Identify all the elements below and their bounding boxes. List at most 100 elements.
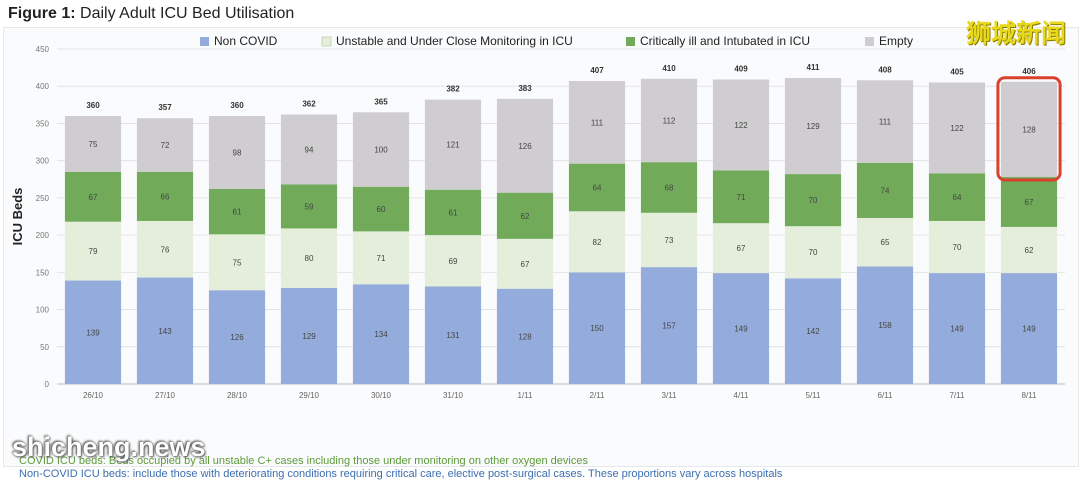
bar-segment	[568, 211, 626, 273]
bar-segment	[928, 173, 986, 221]
bar-segment	[856, 266, 914, 384]
icu-bed-chart: 0 50 100 150 200 250 300 350 400 450 ICU Beds 139 79…	[10, 34, 1065, 400]
x-tick-label: 5/11	[806, 391, 822, 400]
y-tick-label: 300	[36, 157, 50, 166]
figure-label: Figure 1:	[8, 5, 76, 22]
bar-segment	[712, 79, 770, 171]
data-label: 100	[374, 146, 388, 155]
data-label: 70	[809, 248, 818, 257]
y-tick-label: 450	[36, 45, 50, 54]
bar-segment	[640, 78, 698, 163]
note-non-covid-beds: Non-COVID ICU beds: include those with d…	[19, 468, 783, 480]
bar-segment	[136, 277, 194, 384]
data-label: 149	[734, 325, 748, 334]
bar-segment	[1000, 177, 1058, 227]
data-label: 65	[881, 238, 890, 247]
data-label: 75	[233, 258, 242, 267]
bar-segment	[928, 220, 986, 274]
legend-label: Unstable and Under Close Monitoring in I…	[336, 34, 573, 48]
data-label: 74	[881, 186, 890, 195]
bar-segment	[64, 280, 122, 384]
data-label: 143	[158, 327, 172, 336]
bar-segment	[856, 80, 914, 163]
chart-panel: 0 50 100 150 200 250 300 350 400 450 ICU Beds 139 79…	[3, 27, 1079, 480]
data-label: 111	[591, 118, 604, 127]
bar-segment	[784, 226, 842, 279]
bar-segment	[208, 234, 266, 291]
data-label: 149	[1022, 325, 1036, 334]
y-axis-title: ICU Beds	[10, 188, 25, 246]
total-label: 408	[878, 65, 892, 74]
watermark-site: shicheng.news	[12, 432, 206, 462]
y-tick-label: 350	[36, 119, 50, 128]
y-tick-label: 50	[40, 343, 49, 352]
bar-segment	[928, 273, 986, 384]
data-label: 122	[734, 121, 748, 130]
legend-label: Critically ill and Intubated in ICU	[640, 34, 810, 48]
x-tick-label: 3/11	[662, 391, 678, 400]
data-label: 82	[593, 238, 602, 247]
data-label: 129	[806, 122, 820, 131]
total-label: 407	[590, 66, 604, 75]
data-label: 69	[449, 257, 458, 266]
x-tick-label: 28/10	[227, 391, 248, 400]
data-label: 157	[662, 322, 676, 331]
x-tick-label: 2/11	[590, 391, 606, 400]
total-label: 405	[950, 68, 964, 77]
data-label: 71	[377, 254, 386, 263]
bar-segment	[64, 171, 122, 222]
data-label: 60	[377, 205, 386, 214]
data-label: 128	[1022, 125, 1036, 134]
x-tick-label: 4/11	[734, 391, 750, 400]
bar-segment	[784, 278, 842, 384]
bar-segment	[64, 221, 122, 281]
data-label: 62	[521, 212, 530, 221]
data-label: 76	[161, 245, 170, 254]
data-label: 111	[879, 118, 892, 127]
bar-segment	[640, 212, 698, 268]
total-label: 383	[518, 84, 532, 93]
bar-segment	[280, 228, 338, 288]
bar-segment	[64, 116, 122, 172]
bar-segment	[856, 162, 914, 218]
data-label: 75	[89, 140, 98, 149]
bar-segment	[136, 171, 194, 221]
bar-segment	[280, 114, 338, 185]
total-label: 360	[230, 101, 244, 110]
data-label: 112	[663, 116, 676, 125]
bar-segment	[712, 170, 770, 224]
bar-segment	[712, 273, 770, 384]
bar-segment	[784, 174, 842, 227]
bar-segment	[208, 188, 266, 235]
x-tick-label: 1/11	[518, 391, 534, 400]
bar-segment	[640, 162, 698, 213]
data-label: 70	[953, 243, 962, 252]
data-label: 73	[665, 236, 674, 245]
bar-segment	[496, 288, 554, 384]
x-tick-label: 29/10	[299, 391, 320, 400]
y-tick-label: 100	[36, 306, 50, 315]
data-label: 71	[737, 193, 746, 202]
bar-segment	[640, 267, 698, 384]
total-label: 382	[446, 85, 460, 94]
total-label: 365	[374, 97, 388, 106]
data-label: 128	[518, 332, 532, 341]
bar-segment	[208, 116, 266, 189]
data-label: 122	[950, 124, 964, 133]
data-label: 67	[1025, 198, 1034, 207]
total-label: 406	[1022, 67, 1036, 76]
data-label: 126	[518, 142, 532, 151]
bar-segment	[928, 82, 986, 174]
y-tick-label: 150	[36, 268, 50, 277]
x-tick-label: 26/10	[83, 391, 104, 400]
x-tick-label: 31/10	[443, 391, 464, 400]
data-label: 79	[89, 247, 98, 256]
data-label: 98	[233, 148, 242, 157]
bar-segment	[784, 78, 842, 175]
bar-segment	[352, 112, 410, 187]
data-label: 59	[305, 202, 314, 211]
bar-segment	[136, 220, 194, 278]
bar-segment	[856, 217, 914, 267]
legend-swatch	[321, 36, 332, 47]
data-label: 142	[806, 327, 820, 336]
